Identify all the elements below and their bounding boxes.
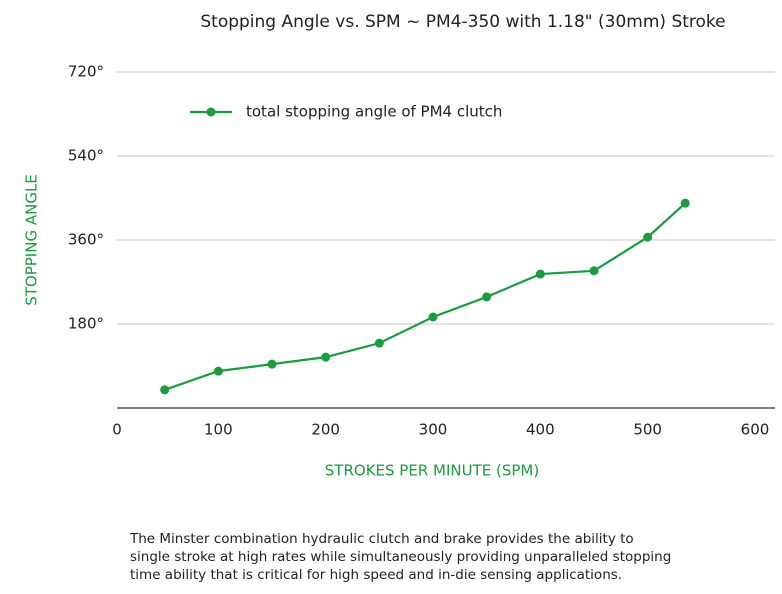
description-line: time ability that is critical for high s… bbox=[130, 567, 623, 583]
legend-marker bbox=[206, 107, 216, 117]
point bbox=[643, 232, 653, 242]
point bbox=[374, 338, 384, 348]
x-tick-label: 100 bbox=[204, 421, 233, 439]
point bbox=[482, 292, 492, 302]
x-tick-label: 0 bbox=[112, 421, 122, 439]
description-line: The Minster combination hydraulic clutch… bbox=[130, 531, 634, 547]
y-axis-label: STOPPING ANGLE bbox=[23, 174, 41, 306]
y-tick-label: 360° bbox=[68, 231, 104, 249]
point bbox=[428, 312, 438, 322]
y-tick-label: 720° bbox=[68, 63, 104, 81]
x-tick-label: 400 bbox=[526, 421, 555, 439]
chart: Stopping Angle vs. SPM ~ PM4-350 with 1.… bbox=[23, 12, 775, 480]
point bbox=[321, 352, 331, 362]
point bbox=[267, 359, 277, 369]
point bbox=[589, 266, 599, 276]
description: The Minster combination hydraulic clutch… bbox=[130, 530, 780, 584]
legend-label: total stopping angle of PM4 clutch bbox=[246, 103, 502, 121]
y-tick-label: 180° bbox=[68, 315, 104, 333]
point bbox=[213, 366, 223, 376]
line bbox=[164, 202, 686, 391]
y-tick-label: 540° bbox=[68, 147, 104, 165]
x-axis-label: STROKES PER MINUTE (SPM) bbox=[325, 462, 539, 480]
x-tick-label: 200 bbox=[311, 421, 340, 439]
x-tick-label: 500 bbox=[633, 421, 662, 439]
point bbox=[680, 198, 690, 208]
point bbox=[535, 269, 545, 279]
description-line: single stroke at high rates while simult… bbox=[130, 549, 672, 565]
point bbox=[160, 385, 170, 395]
x-tick-label: 300 bbox=[419, 421, 448, 439]
chart-title: Stopping Angle vs. SPM ~ PM4-350 with 1.… bbox=[200, 12, 725, 32]
x-tick-label: 600 bbox=[741, 421, 770, 439]
